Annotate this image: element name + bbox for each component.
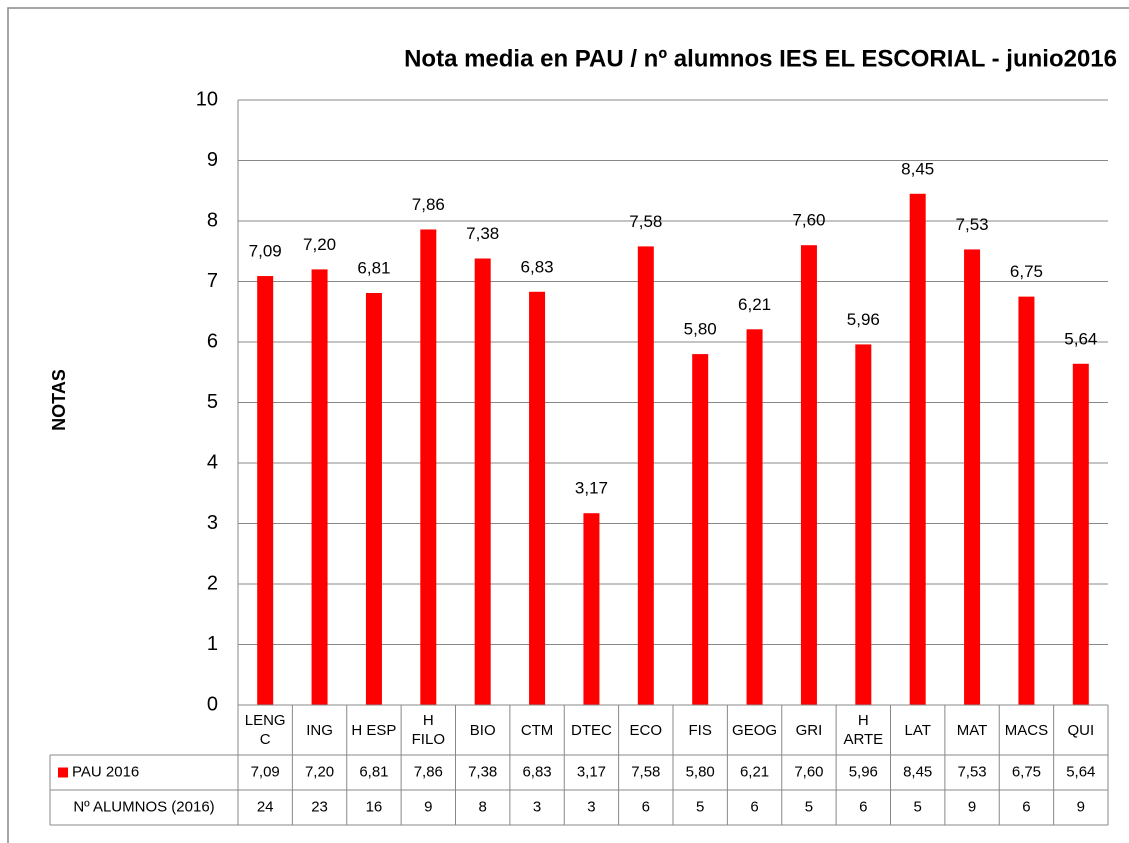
table-value: 7,60 xyxy=(794,763,823,780)
table-value: 8 xyxy=(479,798,487,815)
y-tick-label: 10 xyxy=(196,88,218,110)
bar xyxy=(692,354,709,705)
x-tick-label: DTEC xyxy=(571,721,612,739)
table-value: 8,45 xyxy=(903,763,932,780)
table-value: 6 xyxy=(750,798,758,815)
table-value: 3,17 xyxy=(577,763,606,780)
x-tick-label: H FILO xyxy=(411,712,445,748)
table-value: 3 xyxy=(587,798,595,815)
table-value: 6,21 xyxy=(740,763,769,780)
table-value: 24 xyxy=(257,798,274,815)
data-label: 6,81 xyxy=(357,258,390,277)
table-value: 7,58 xyxy=(631,763,660,780)
bar xyxy=(1018,296,1035,705)
table-value: 7,38 xyxy=(468,763,497,780)
table-value: 23 xyxy=(311,798,328,815)
data-label: 7,86 xyxy=(412,195,445,214)
table-value: 6 xyxy=(859,798,867,815)
data-label: 5,80 xyxy=(684,320,717,339)
table-value: 6 xyxy=(642,798,650,815)
data-label: 7,20 xyxy=(303,235,336,254)
legend-key xyxy=(58,767,68,778)
bar xyxy=(311,269,328,705)
table-value: 6 xyxy=(1022,798,1030,815)
data-label: 6,83 xyxy=(521,257,554,276)
bar xyxy=(1072,363,1089,705)
x-tick-label: GEOG xyxy=(732,721,778,739)
bar xyxy=(365,292,382,705)
legend-label: PAU 2016 xyxy=(72,763,139,780)
table-value: 7,86 xyxy=(414,763,443,780)
data-label: 8,45 xyxy=(901,159,934,178)
x-tick-label: H ARTE xyxy=(843,712,884,748)
x-tick-label: GRI xyxy=(795,721,823,739)
data-label: 7,60 xyxy=(792,211,825,230)
table-value: 5 xyxy=(805,798,813,815)
y-axis-title: NOTAS xyxy=(49,369,69,431)
x-tick-label: QUI xyxy=(1067,721,1095,739)
x-tick-label: MACS xyxy=(1004,721,1049,739)
bar xyxy=(257,276,274,705)
table-value: 7,53 xyxy=(957,763,986,780)
table-value: 5,80 xyxy=(686,763,715,780)
table-value: 7,20 xyxy=(305,763,334,780)
table-value: 9 xyxy=(1077,798,1085,815)
data-label: 5,64 xyxy=(1064,329,1097,348)
y-tick-label: 2 xyxy=(207,572,218,594)
data-label: 7,09 xyxy=(249,242,282,261)
data-label: 3,17 xyxy=(575,479,608,498)
x-tick-label: ING xyxy=(306,721,333,739)
bar xyxy=(964,249,981,705)
data-label: 7,53 xyxy=(956,215,989,234)
bar xyxy=(800,245,817,705)
y-tick-label: 5 xyxy=(207,391,218,413)
bar xyxy=(583,513,600,705)
bar xyxy=(746,329,763,705)
y-tick-label: 9 xyxy=(207,149,218,171)
table-value: 5,64 xyxy=(1066,763,1095,780)
x-tick-label: LAT xyxy=(904,721,931,739)
bar xyxy=(529,291,546,705)
table-value: 7,09 xyxy=(251,763,280,780)
data-label: 6,21 xyxy=(738,295,771,314)
chart-frame xyxy=(7,7,1129,843)
table-value: 9 xyxy=(968,798,976,815)
chart-title: Nota media en PAU / nº alumnos IES EL ES… xyxy=(404,45,1117,72)
y-tick-label: 8 xyxy=(207,209,218,231)
y-tick-label: 4 xyxy=(207,451,218,473)
x-tick-label: MAT xyxy=(956,721,988,739)
table-value: 5 xyxy=(914,798,922,815)
x-tick-label: BIO xyxy=(469,721,496,739)
bar xyxy=(420,229,437,705)
y-tick-label: 7 xyxy=(207,270,218,292)
data-label: 7,58 xyxy=(629,212,662,231)
table-value: 5 xyxy=(696,798,704,815)
table-value: 16 xyxy=(366,798,383,815)
x-tick-label: ECO xyxy=(629,721,663,739)
data-label: 7,38 xyxy=(466,224,499,243)
y-tick-label: 3 xyxy=(207,512,218,534)
table-value: 5,96 xyxy=(849,763,878,780)
table-value: 6,75 xyxy=(1012,763,1041,780)
bar xyxy=(909,193,926,705)
x-tick-label: CTM xyxy=(520,721,554,739)
x-tick-label: FIS xyxy=(688,721,712,739)
bar xyxy=(637,246,654,705)
table-value: 6,81 xyxy=(359,763,388,780)
x-tick-label: LENG C xyxy=(244,712,286,748)
data-label: 5,96 xyxy=(847,310,880,329)
table-value: 3 xyxy=(533,798,541,815)
table-value: 9 xyxy=(424,798,432,815)
bar xyxy=(855,344,872,705)
data-label: 6,75 xyxy=(1010,262,1043,281)
y-tick-label: 1 xyxy=(207,633,218,655)
legend-label: Nº ALUMNOS (2016) xyxy=(73,798,214,815)
x-tick-label: H ESP xyxy=(351,721,397,739)
bar xyxy=(474,258,491,705)
y-tick-label: 6 xyxy=(207,330,218,352)
table-value: 6,83 xyxy=(522,763,551,780)
y-tick-label: 0 xyxy=(207,693,218,715)
